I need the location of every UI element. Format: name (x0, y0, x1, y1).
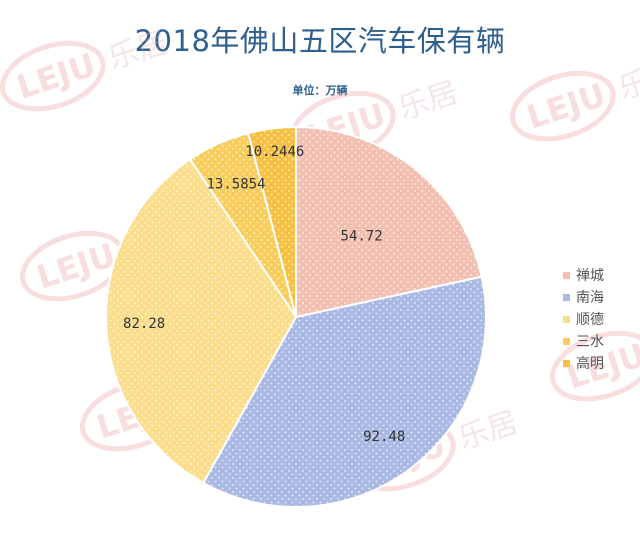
legend-item: 禅城 (563, 264, 604, 286)
legend-label: 高明 (576, 356, 604, 372)
data-label-nanhai: 92.48 (363, 429, 405, 445)
legend-label: 顺德 (576, 312, 604, 328)
legend-label: 南海 (576, 290, 604, 306)
legend-label: 三水 (576, 334, 604, 350)
legend-item: 南海 (563, 286, 604, 308)
svg-text:乐居: 乐居 (394, 75, 462, 127)
legend-item: 高明 (563, 352, 604, 374)
legend-swatch (563, 271, 570, 279)
svg-text:乐居: 乐居 (104, 25, 172, 77)
svg-text:乐居: 乐居 (454, 405, 522, 457)
pie-slice-texture (190, 133, 296, 317)
pie-slice-texture (248, 127, 296, 317)
legend-item: 顺德 (563, 308, 604, 330)
chart-legend: 禅城南海顺德三水高明 (563, 264, 604, 374)
legend-swatch (563, 315, 570, 323)
legend-swatch (563, 337, 570, 345)
legend-item: 三水 (563, 330, 604, 352)
svg-text:乐居: 乐居 (614, 55, 640, 107)
chart-title: 2018年佛山五区汽车保有辆 (134, 24, 506, 58)
pie-slice-texture (296, 127, 482, 317)
data-label-sanshui: 13.5854 (206, 177, 265, 193)
data-label-shunde: 82.28 (123, 316, 165, 332)
pie-slice-texture (203, 276, 486, 508)
legend-swatch (563, 359, 570, 367)
legend-swatch (563, 293, 570, 301)
data-label-gaoming: 10.2446 (245, 144, 304, 160)
data-label-chancheng: 54.72 (341, 229, 383, 245)
chart-subtitle: 单位：万辆 (292, 84, 348, 97)
pie-slice-texture (105, 159, 297, 483)
legend-label: 禅城 (576, 268, 604, 284)
